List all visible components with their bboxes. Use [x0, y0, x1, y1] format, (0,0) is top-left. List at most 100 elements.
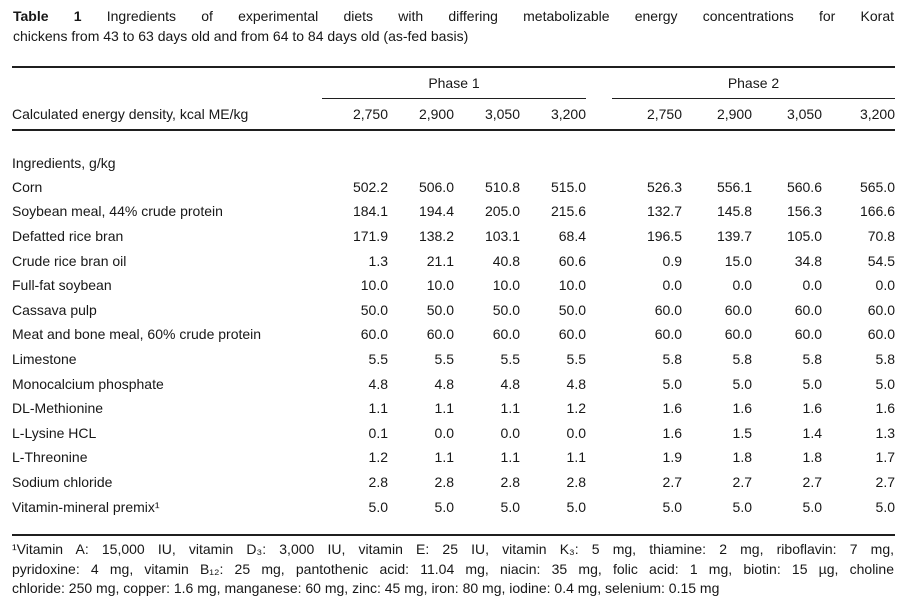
- value-cell: 1.6: [662, 400, 682, 417]
- table-row: Full-fat soybean 10.0 10.0 10.0 10.0 0.0…: [12, 273, 895, 298]
- value-cell: 1.1: [434, 449, 454, 466]
- value-cell: 0.0: [732, 277, 752, 294]
- ingredient-name: Defatted rice bran: [12, 227, 124, 244]
- table-caption-line2: chickens from 43 to 63 days old and from…: [13, 27, 469, 44]
- value-cell: 1.3: [875, 424, 895, 441]
- column-gap: [586, 249, 612, 274]
- value-cell: 2.8: [500, 473, 520, 490]
- column-gap: [586, 495, 612, 520]
- value-cell: 556.1: [716, 178, 752, 195]
- value-cell: 4.8: [368, 375, 388, 392]
- ingredient-name: L-Lysine HCL: [12, 424, 97, 441]
- energy-level: 2,900: [682, 98, 752, 131]
- value-cell: 10.0: [492, 277, 520, 294]
- value-cell: 5.8: [732, 350, 752, 367]
- table-row: Monocalcium phosphate 4.8 4.8 4.8 4.8 5.…: [12, 372, 895, 397]
- value-cell: 60.0: [426, 326, 454, 343]
- ingredient-name: Meat and bone meal, 60% crude protein: [12, 326, 262, 343]
- value-cell: 68.4: [558, 227, 586, 244]
- value-cell: 0.0: [500, 424, 520, 441]
- value-cell: 1.2: [368, 449, 388, 466]
- value-cell: 10.0: [558, 277, 586, 294]
- energy-level: 3,200: [822, 98, 895, 131]
- value-cell: 2.8: [368, 473, 388, 490]
- value-cell: 156.3: [786, 203, 822, 220]
- energy-level: 3,050: [454, 98, 520, 131]
- table-caption: Table 1 Ingredients of experimental diet…: [13, 7, 894, 46]
- corner-cell: [12, 66, 322, 99]
- value-cell: 50.0: [492, 301, 520, 318]
- value-cell: 5.0: [875, 375, 895, 392]
- column-gap: [586, 470, 612, 495]
- value-cell: 5.0: [802, 498, 822, 515]
- table-number: Table 1: [13, 8, 82, 24]
- value-cell: 196.5: [646, 227, 682, 244]
- value-cell: 1.1: [500, 449, 520, 466]
- value-cell: 60.0: [794, 326, 822, 343]
- value-cell: 60.0: [654, 326, 682, 343]
- column-gap: [586, 347, 612, 372]
- ingredient-name: Cassava pulp: [12, 301, 97, 318]
- spacer-cell: [12, 519, 895, 537]
- energy-level: 2,750: [322, 98, 388, 131]
- value-cell: 5.8: [662, 350, 682, 367]
- phase1-header: Phase 1: [322, 66, 586, 99]
- column-gap: [586, 396, 612, 421]
- ingredient-name: L-Threonine: [12, 449, 88, 466]
- table-caption-line1: Table 1 Ingredients of experimental diet…: [13, 7, 894, 27]
- value-cell: 105.0: [786, 227, 822, 244]
- value-cell: 560.6: [786, 178, 822, 195]
- value-cell: 4.8: [434, 375, 454, 392]
- table-row: Defatted rice bran 171.9 138.2 103.1 68.…: [12, 224, 895, 249]
- table-row: Meat and bone meal, 60% crude protein 60…: [12, 323, 895, 348]
- footnote-line3: chloride: 250 mg, copper: 1.6 mg, mangan…: [12, 580, 720, 597]
- value-cell: 2.7: [875, 473, 895, 490]
- footnote-line2: pyridoxine: 4 mg, vitamin B₁₂: 25 mg, pa…: [12, 560, 894, 577]
- value-cell: 5.0: [662, 498, 682, 515]
- value-cell: 139.7: [716, 227, 752, 244]
- column-gap: [586, 323, 612, 348]
- value-cell: 5.5: [368, 350, 388, 367]
- value-cell: 1.4: [802, 424, 822, 441]
- spacer-row: [12, 519, 895, 537]
- ingredient-name: Monocalcium phosphate: [12, 375, 164, 392]
- value-cell: 0.0: [662, 277, 682, 294]
- energy-row-label: Calculated energy density, kcal ME/kg: [12, 98, 322, 131]
- value-cell: 60.0: [724, 326, 752, 343]
- value-cell: 60.0: [654, 301, 682, 318]
- value-cell: 21.1: [426, 252, 454, 269]
- value-cell: 1.6: [875, 400, 895, 417]
- value-cell: 60.0: [724, 301, 752, 318]
- energy-level: 2,900: [388, 98, 454, 131]
- value-cell: 1.6: [802, 400, 822, 417]
- value-cell: 194.4: [418, 203, 454, 220]
- ingredient-name: Soybean meal, 44% crude protein: [12, 203, 223, 220]
- value-cell: 171.9: [352, 227, 388, 244]
- value-cell: 5.0: [500, 498, 520, 515]
- value-cell: 1.2: [566, 400, 586, 417]
- energy-level: 2,750: [612, 98, 682, 131]
- value-cell: 1.8: [802, 449, 822, 466]
- table-row: Sodium chloride 2.8 2.8 2.8 2.8 2.7 2.7 …: [12, 470, 895, 495]
- table-row: Soybean meal, 44% crude protein 184.1 19…: [12, 200, 895, 225]
- value-cell: 526.3: [646, 178, 682, 195]
- value-cell: 34.8: [794, 252, 822, 269]
- value-cell: 2.8: [566, 473, 586, 490]
- value-cell: 70.8: [867, 227, 895, 244]
- value-cell: 1.9: [662, 449, 682, 466]
- ingredient-name: Full-fat soybean: [12, 277, 112, 294]
- value-cell: 5.5: [500, 350, 520, 367]
- value-cell: 515.0: [550, 178, 586, 195]
- value-cell: 1.1: [500, 400, 520, 417]
- value-cell: 5.0: [875, 498, 895, 515]
- value-cell: 10.0: [360, 277, 388, 294]
- ingredient-name: DL-Methionine: [12, 400, 104, 417]
- value-cell: 5.0: [368, 498, 388, 515]
- value-cell: 1.6: [732, 400, 752, 417]
- value-cell: 40.8: [492, 252, 520, 269]
- ingredient-name: Vitamin-mineral premix¹: [12, 498, 160, 515]
- ingredient-name: Sodium chloride: [12, 473, 113, 490]
- value-cell: 60.0: [867, 326, 895, 343]
- value-cell: 1.1: [434, 400, 454, 417]
